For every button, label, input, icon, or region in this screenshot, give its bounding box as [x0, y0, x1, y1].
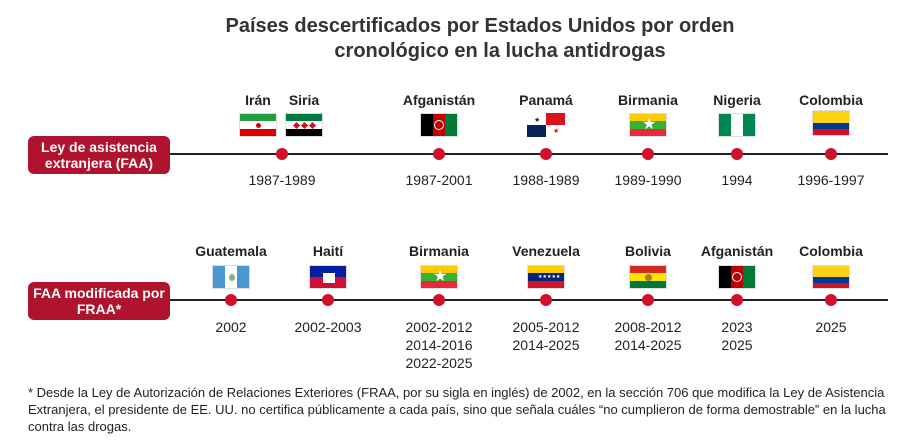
myanmar-flag-icon: ★ [629, 113, 667, 137]
myanmar-flag-icon: ★ [420, 265, 458, 289]
row-label-faa: Ley de asistencia extranjera (FAA) [28, 136, 170, 174]
timeline-dot [433, 294, 445, 306]
row-label-fraa: FAA modificada por FRAA* [28, 282, 170, 320]
chart-title: Países descertificados por Estados Unido… [180, 14, 780, 64]
country-label: Birmania [618, 92, 678, 108]
timeline-dot [825, 148, 837, 160]
country-label: Nigeria [713, 92, 761, 108]
timeline-dot [540, 294, 552, 306]
country-label: Bolivia [625, 243, 671, 259]
timeline-dot [731, 294, 743, 306]
colombia-flag-icon [812, 265, 850, 289]
timeline-dot [433, 148, 445, 160]
years-label: 1994 [721, 172, 753, 188]
title-line-2: cronológico en la lucha antidrogas [334, 40, 666, 62]
country-label: Venezuela [512, 243, 580, 259]
iran-flag-icon [239, 113, 277, 137]
country-label: Haití [312, 243, 344, 259]
country-label: Irán [245, 92, 271, 108]
years-label: 2023 2025 [721, 319, 753, 353]
timeline-dot [225, 294, 237, 306]
timeline-dot [540, 148, 552, 160]
years-label: 2025 [815, 319, 847, 335]
country-label: Birmania [409, 243, 469, 259]
timeline-line-faa [170, 153, 888, 155]
guatemala-flag-icon [212, 265, 250, 289]
years-label: 1996-1997 [797, 172, 865, 188]
timeline-dot [276, 148, 288, 160]
footnote: * Desde la Ley de Autorización de Relaci… [28, 385, 886, 434]
nigeria-flag-icon [718, 113, 756, 137]
country-label: Colombia [799, 92, 863, 108]
years-label: 1989-1990 [614, 172, 682, 188]
venezuela-flag-icon: ★★★★★ [527, 265, 565, 289]
years-label: 2005-2012 2014-2025 [512, 319, 580, 353]
bolivia-flag-icon [629, 265, 667, 289]
timeline-dot [642, 148, 654, 160]
country-label: Panamá [519, 92, 573, 108]
panama-flag-icon: ★ ★ [527, 113, 565, 137]
timeline-dot [322, 294, 334, 306]
years-label: 2008-2012 2014-2025 [614, 319, 682, 353]
country-label: Guatemala [195, 243, 267, 259]
timeline-dot [642, 294, 654, 306]
years-label: 2002-2003 [294, 319, 362, 335]
years-label: 1987-1989 [248, 172, 316, 188]
haiti-flag-icon [309, 265, 347, 289]
years-label: 1988-1989 [512, 172, 580, 188]
years-label: 2002-2012 2014-2016 2022-2025 [405, 319, 473, 371]
colombia-flag-icon [812, 110, 850, 136]
timeline-dot [825, 294, 837, 306]
years-label: 2002 [215, 319, 247, 335]
years-label: 1987-2001 [405, 172, 473, 188]
syria-flag-icon [285, 113, 323, 137]
country-label: Colombia [799, 243, 863, 259]
timeline-dot [731, 148, 743, 160]
timeline-line-fraa [170, 299, 888, 301]
country-label: Siria [288, 92, 320, 108]
afghanistan-flag-icon [718, 265, 756, 289]
afghanistan-flag-icon [420, 113, 458, 137]
country-label: Afganistán [402, 92, 476, 108]
country-label: Afganistán [700, 243, 774, 259]
title-line-1: Países descertificados por Estados Unido… [225, 15, 735, 37]
